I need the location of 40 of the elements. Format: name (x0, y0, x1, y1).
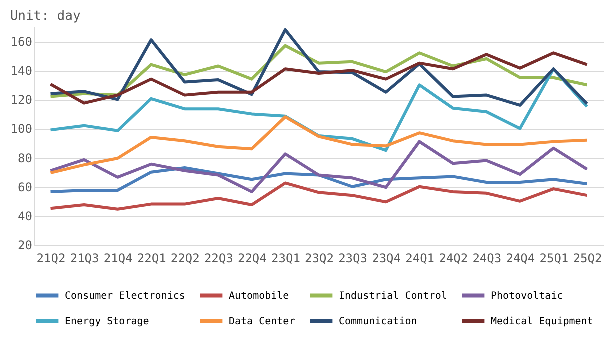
x-tick-label: 21Q3 (70, 252, 100, 266)
x-tick-label: 22Q3 (204, 252, 234, 266)
line-series (49, 52, 589, 105)
x-tick-label: 24Q3 (472, 252, 502, 266)
y-tick-label: 20 (18, 238, 32, 252)
legend-label: Industrial Control (339, 290, 448, 302)
legend-label: Data Center (229, 316, 296, 328)
legend-label: Automobile (229, 290, 290, 302)
y-tick-label: 100 (10, 122, 32, 136)
x-tick-label: 25Q2 (573, 252, 602, 266)
x-tick-label: 24Q4 (506, 252, 536, 266)
x-tick-label: 24Q1 (406, 252, 435, 266)
y-tick-label: 160 (10, 35, 32, 50)
y-tick-label: 140 (10, 64, 32, 78)
x-tick-label: 23Q1 (272, 252, 300, 266)
legend-label: Consumer Electronics (65, 290, 186, 302)
line-series (49, 140, 589, 194)
x-tick-label: 23Q4 (372, 252, 402, 266)
x-tick-label: 21Q4 (104, 252, 133, 266)
x-tick-label: 25Q1 (540, 252, 569, 266)
x-tick-label: 22Q1 (137, 252, 166, 266)
x-tick-label: 22Q4 (238, 252, 267, 266)
legend-label: Medical Equipment (491, 316, 594, 328)
y-tick-label: 80 (18, 151, 32, 166)
y-tick-label: 40 (18, 209, 32, 224)
y-tick-label: 120 (10, 93, 32, 108)
x-tick-label: 21Q2 (36, 252, 66, 266)
x-tick-label: 23Q2 (305, 252, 334, 266)
line-series (49, 182, 589, 211)
chart-title: Unit: day (10, 9, 81, 24)
legend-label: Photovoltaic (491, 290, 564, 302)
line-series (49, 28, 589, 107)
x-tick-label: 22Q2 (170, 252, 200, 266)
legend-label: Energy Storage (65, 316, 150, 328)
line-series (49, 166, 589, 194)
line-series (49, 116, 589, 175)
legend-label: Communication (339, 316, 418, 328)
x-tick-label: 24Q2 (439, 252, 468, 266)
x-tick-label: 23Q3 (338, 252, 368, 266)
y-tick-label: 60 (18, 180, 32, 194)
